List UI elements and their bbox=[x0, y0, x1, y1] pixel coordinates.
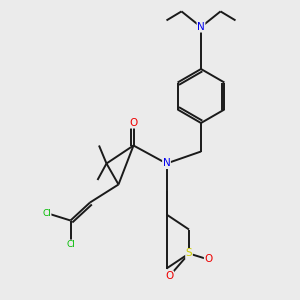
Text: S: S bbox=[186, 248, 192, 259]
Text: Cl: Cl bbox=[42, 208, 51, 217]
Text: O: O bbox=[204, 254, 213, 265]
Text: N: N bbox=[163, 158, 170, 169]
Text: N: N bbox=[197, 22, 205, 32]
Text: Cl: Cl bbox=[66, 240, 75, 249]
Text: O: O bbox=[129, 118, 138, 128]
Text: O: O bbox=[165, 271, 174, 281]
